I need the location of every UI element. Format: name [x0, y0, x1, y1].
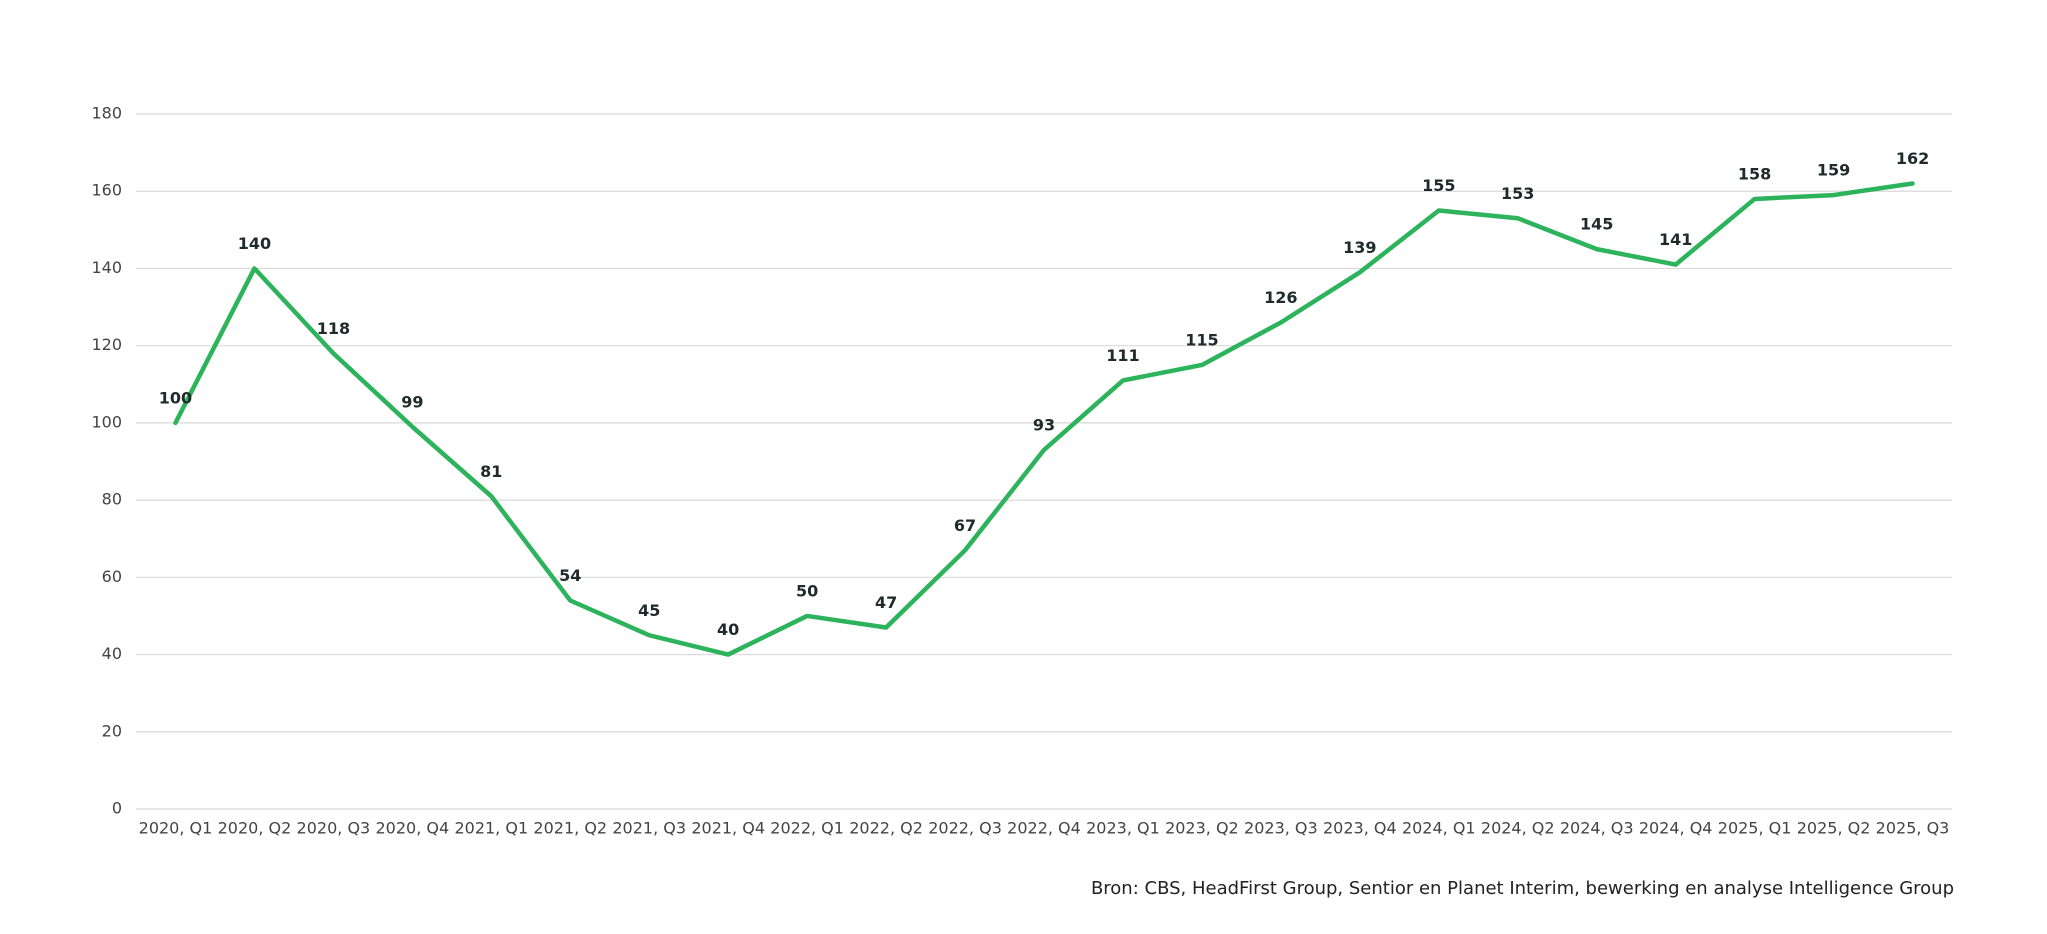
data-label: 162: [1896, 149, 1929, 168]
y-tick-label: 140: [91, 258, 122, 277]
data-label: 118: [317, 319, 350, 338]
data-label: 81: [480, 462, 502, 481]
x-tick-label: 2020, Q3: [297, 819, 371, 838]
y-tick-label: 100: [91, 412, 122, 431]
y-tick-label: 80: [102, 490, 122, 509]
x-tick-label: 2025, Q3: [1876, 819, 1950, 838]
x-tick-label: 2024, Q4: [1639, 819, 1713, 838]
data-label: 155: [1422, 176, 1455, 195]
data-label: 100: [159, 388, 192, 407]
data-label: 54: [559, 566, 581, 585]
data-label: 159: [1817, 161, 1850, 180]
data-line: [173, 181, 1915, 657]
x-tick-label: 2022, Q3: [928, 819, 1002, 838]
x-tick-label: 2024, Q3: [1560, 819, 1634, 838]
x-tick-label: 2024, Q1: [1402, 819, 1476, 838]
data-label: 99: [401, 392, 423, 411]
x-tick-label: 2020, Q1: [139, 819, 213, 838]
data-label: 111: [1106, 346, 1139, 365]
data-label: 153: [1501, 184, 1534, 203]
data-label: 40: [717, 620, 739, 639]
data-label: 140: [238, 234, 271, 253]
y-tick-label: 40: [102, 644, 122, 663]
x-tick-label: 2022, Q4: [1007, 819, 1081, 838]
y-tick-label: 180: [91, 104, 122, 123]
x-tick-label: 2021, Q3: [612, 819, 686, 838]
data-label: 93: [1033, 415, 1055, 434]
x-tick-label: 2023, Q4: [1323, 819, 1397, 838]
data-label: 139: [1343, 238, 1376, 257]
y-tick-label: 120: [91, 335, 122, 354]
x-tick-label: 2022, Q1: [770, 819, 844, 838]
x-tick-label: 2025, Q1: [1718, 819, 1792, 838]
y-tick-label: 60: [102, 567, 122, 586]
source-note: Bron: CBS, HeadFirst Group, Sentior en P…: [1091, 878, 1954, 899]
x-tick-label: 2021, Q1: [454, 819, 528, 838]
y-tick-label: 160: [91, 181, 122, 200]
x-tick-label: 2020, Q4: [376, 819, 450, 838]
data-label: 50: [796, 581, 818, 600]
x-tick-label: 2025, Q2: [1797, 819, 1871, 838]
x-tick-label: 2023, Q2: [1165, 819, 1239, 838]
y-tick-label: 0: [112, 799, 122, 818]
x-tick-label: 2020, Q2: [218, 819, 292, 838]
data-label: 158: [1738, 164, 1771, 183]
y-tick-label: 20: [102, 721, 122, 740]
x-tick-label: 2024, Q2: [1481, 819, 1555, 838]
data-label: 67: [954, 516, 976, 535]
data-label: 141: [1659, 230, 1692, 249]
data-label: 126: [1264, 288, 1297, 307]
data-label: 45: [638, 601, 660, 620]
x-tick-label: 2021, Q4: [691, 819, 765, 838]
x-tick-label: 2021, Q2: [533, 819, 607, 838]
data-label: 115: [1185, 330, 1218, 349]
data-label: 145: [1580, 215, 1613, 234]
x-tick-label: 2023, Q1: [1086, 819, 1160, 838]
data-label: 47: [875, 593, 897, 612]
x-tick-label: 2023, Q3: [1244, 819, 1318, 838]
x-tick-label: 2022, Q2: [849, 819, 923, 838]
